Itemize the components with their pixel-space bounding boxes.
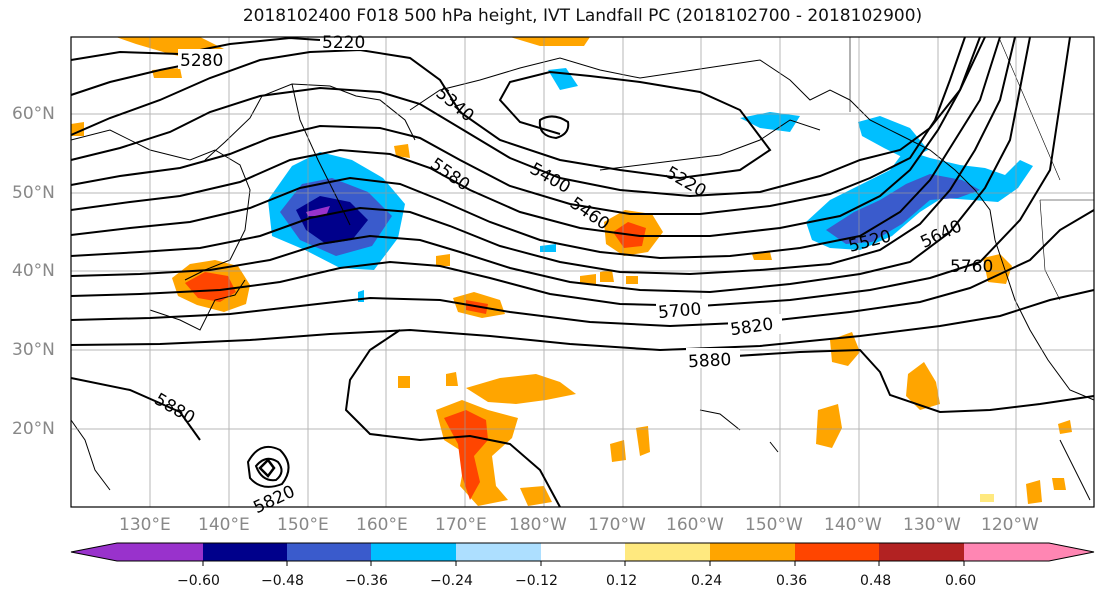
colorbar-tick-label: 0.36 [776, 573, 808, 589]
longitude-label: 130°W [903, 515, 961, 535]
colorbar-segment [879, 543, 964, 561]
longitude-label: 120°W [981, 515, 1039, 535]
latitude-label: 30°N [12, 340, 55, 360]
colorbar-segment [1049, 543, 1094, 561]
colorbar-outline [70, 542, 1095, 562]
colorbar-tick-label: 0.48 [860, 573, 892, 589]
contour-label: 5760 [950, 257, 993, 277]
longitude-label: 150°W [745, 515, 803, 535]
colorbar-tick-label: −0.60 [177, 573, 220, 589]
longitude-label: 140°E [198, 515, 250, 535]
colorbar-segment [456, 543, 541, 561]
colorbar [70, 542, 1095, 566]
colorbar-segment [541, 543, 625, 561]
colorbar-tick-label: 0.12 [606, 573, 638, 589]
colorbar-tick-label: −0.48 [261, 573, 304, 589]
longitude-label: 170°E [435, 515, 487, 535]
colorbar-tick-label: −0.12 [515, 573, 558, 589]
latitude-label: 50°N [12, 183, 55, 203]
colorbar-segment [625, 543, 710, 561]
gridlines [71, 37, 1094, 507]
latitude-label: 20°N [12, 419, 55, 439]
colorbar-tick-label: 0.24 [691, 573, 723, 589]
longitude-label: 130°E [119, 515, 171, 535]
colorbar-segment [117, 543, 203, 561]
colorbar-segment [964, 543, 1049, 561]
contour-label: 5280 [180, 51, 223, 71]
longitude-label: 160°E [356, 515, 408, 535]
latitude-label: 60°N [12, 104, 55, 124]
colorbar-segment [71, 543, 117, 561]
colorbar-tick-label: −0.36 [345, 573, 388, 589]
map-title: 2018102400 F018 500 hPa height, IVT Land… [242, 6, 923, 26]
longitude-label: 150°E [277, 515, 329, 535]
colorbar-ticks [202, 561, 965, 566]
colorbar-segment [795, 543, 879, 561]
height-contours [70, 36, 1095, 508]
contour-label: 5220 [322, 33, 365, 53]
colorbar-tick-label: −0.24 [430, 573, 473, 589]
longitude-label: 140°W [824, 515, 882, 535]
borders [849, 37, 1094, 301]
colorbar-segment [203, 543, 287, 561]
longitude-label: 170°W [588, 515, 646, 535]
colorbar-segment [710, 543, 795, 561]
contour-label: 5700 [657, 299, 702, 323]
colorbar-segment [371, 543, 456, 561]
longitude-label: 160°W [666, 515, 724, 535]
map-frame [70, 36, 1095, 508]
latitude-label: 40°N [12, 261, 55, 281]
colorbar-segment [287, 543, 371, 561]
longitude-label: 180°W [509, 515, 567, 535]
contour-label: 5880 [688, 350, 732, 372]
colorbar-tick-label: 0.60 [945, 573, 977, 589]
